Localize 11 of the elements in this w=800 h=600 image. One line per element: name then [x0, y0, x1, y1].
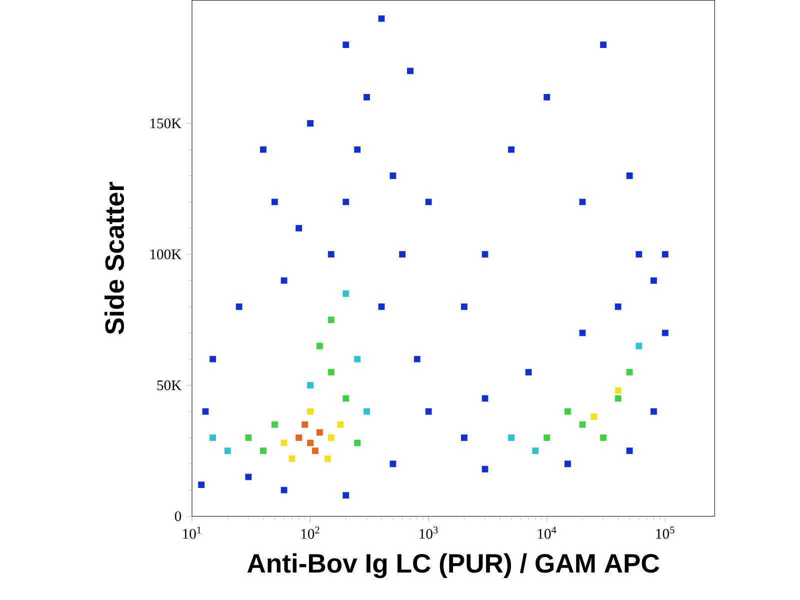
y-tick-label: 150K — [150, 118, 182, 128]
x-tick-label: 10$^{5}$ — [656, 526, 674, 539]
x-axis-title: Anti-Bov Ig LC (PUR) / GAM APC — [247, 553, 660, 578]
x-tick-label: 10$^{1}$ — [183, 526, 201, 539]
y-tick-label: 100K — [150, 249, 182, 260]
y-axis-title: Side Scatter — [104, 182, 124, 334]
x-tick-label: 10$^{3}$ — [420, 526, 438, 539]
x-tick-label: 10$^{2}$ — [301, 526, 320, 539]
x-tick-label: 10$^{4}$ — [538, 526, 556, 539]
y-tick-label: 50K — [157, 380, 182, 390]
y-tick-label: 0 — [174, 511, 182, 522]
